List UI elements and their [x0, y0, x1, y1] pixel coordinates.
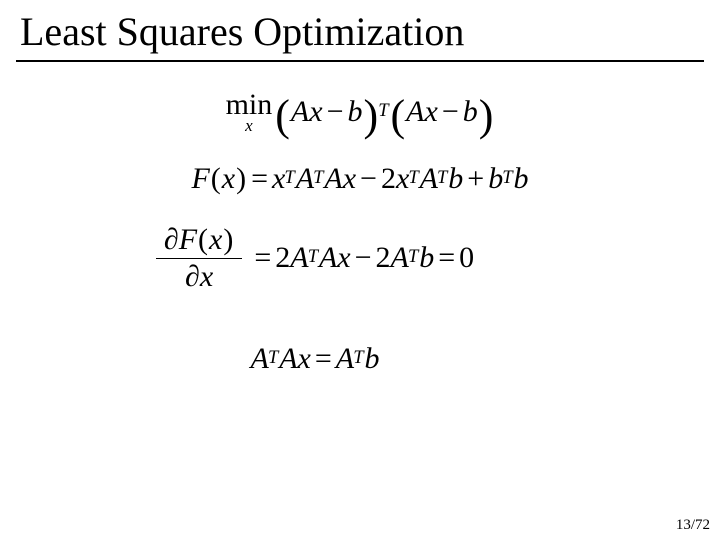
transpose: T: [437, 167, 447, 189]
var-b: b: [419, 241, 434, 275]
fraction-bar: [156, 258, 242, 259]
partial: ∂: [185, 260, 200, 293]
rparen: ): [363, 98, 380, 133]
transpose: T: [378, 100, 388, 122]
var-A: A: [296, 162, 314, 196]
var-A: A: [406, 95, 424, 129]
title-rule: [16, 60, 704, 62]
equation-1: min x ( A x − b ) T ( A x − b ): [226, 90, 495, 134]
var-b: b: [364, 342, 379, 376]
var-F: F: [191, 162, 209, 196]
var-x: x: [298, 342, 311, 376]
var-b: b: [448, 162, 463, 196]
var-x: x: [424, 95, 437, 129]
equals: =: [311, 342, 336, 376]
equation-2: F ( x ) = xT AT A x − 2 xT AT b + bT b: [191, 162, 528, 196]
const-2: 2: [381, 162, 396, 196]
partial: ∂: [164, 223, 179, 256]
var-x: x: [272, 162, 285, 196]
page-total: 72: [695, 517, 710, 533]
rparen: ): [222, 223, 234, 256]
var-b: b: [463, 95, 478, 129]
fraction-numerator: ∂F(x): [156, 224, 242, 256]
var-x: x: [337, 241, 350, 275]
equals: =: [247, 162, 272, 196]
minus: −: [351, 241, 376, 275]
rparen: ): [478, 98, 495, 133]
var-x: x: [343, 162, 356, 196]
const-0: 0: [459, 241, 474, 275]
const-2: 2: [376, 241, 391, 275]
transpose: T: [502, 167, 512, 189]
minus: −: [323, 95, 348, 129]
var-F: F: [179, 223, 197, 256]
minus: −: [438, 95, 463, 129]
transpose: T: [408, 167, 418, 189]
var-A: A: [391, 241, 409, 275]
equals: =: [434, 241, 459, 275]
var-A: A: [290, 241, 308, 275]
fraction-denominator: ∂x: [177, 261, 221, 293]
min-operator: min x: [226, 90, 273, 134]
fraction: ∂F(x) ∂x: [156, 224, 242, 292]
plus: +: [463, 162, 488, 196]
transpose: T: [313, 167, 323, 189]
equation-4: AT A x = AT b: [251, 342, 380, 376]
var-x: x: [200, 260, 213, 293]
var-x: x: [309, 95, 322, 129]
min-subscript: x: [245, 117, 253, 134]
var-x: x: [396, 162, 409, 196]
transpose: T: [308, 246, 318, 268]
transpose: T: [353, 347, 363, 369]
page-number: 13/72: [676, 517, 710, 534]
rparen: ): [235, 162, 247, 196]
minus: −: [356, 162, 381, 196]
lparen: (: [390, 98, 407, 133]
equation-block: min x ( A x − b ) T ( A x − b ) F ( x ) …: [0, 90, 720, 376]
lparen: (: [274, 98, 291, 133]
transpose: T: [284, 167, 294, 189]
var-A: A: [291, 95, 309, 129]
lparen: (: [197, 223, 209, 256]
var-b: b: [348, 95, 363, 129]
var-b: b: [514, 162, 529, 196]
equation-3: ∂F(x) ∂x = 2 AT A x − 2 AT b = 0: [156, 224, 474, 292]
var-A: A: [319, 241, 337, 275]
const-2: 2: [275, 241, 290, 275]
var-A: A: [324, 162, 342, 196]
var-A: A: [420, 162, 438, 196]
transpose: T: [408, 246, 418, 268]
var-b: b: [488, 162, 503, 196]
var-x: x: [209, 223, 222, 256]
transpose: T: [268, 347, 278, 369]
slide-title: Least Squares Optimization: [20, 8, 464, 55]
slide: Least Squares Optimization min x ( A x −…: [0, 0, 720, 540]
page-current: 13: [676, 517, 691, 533]
var-A: A: [279, 342, 297, 376]
var-A: A: [251, 342, 269, 376]
equals: =: [250, 241, 275, 275]
var-x: x: [222, 162, 235, 196]
var-A: A: [336, 342, 354, 376]
lparen: (: [210, 162, 222, 196]
